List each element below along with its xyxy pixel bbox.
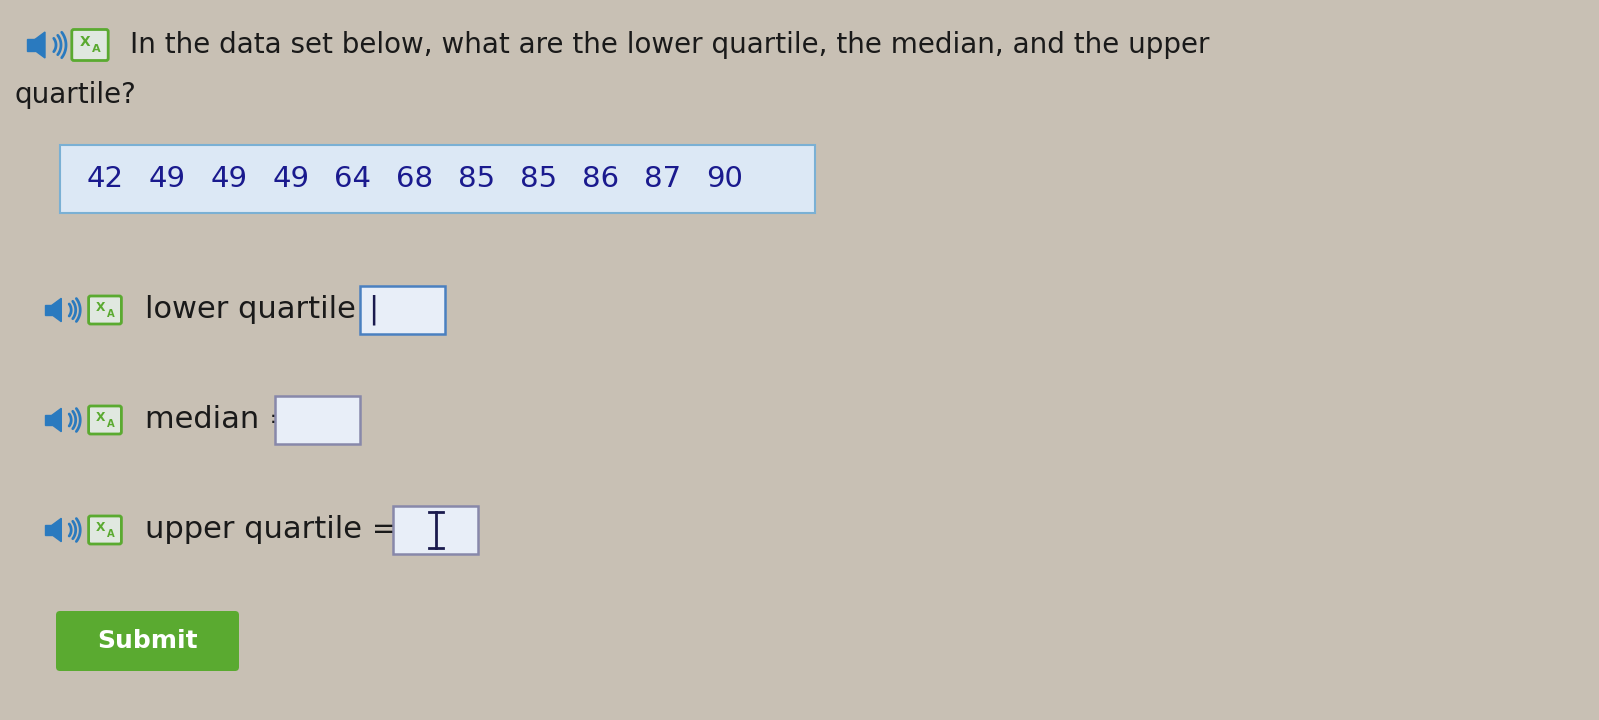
Polygon shape (53, 408, 61, 432)
Text: In the data set below, what are the lower quartile, the median, and the upper: In the data set below, what are the lowe… (130, 31, 1209, 59)
Text: 68: 68 (397, 165, 433, 193)
FancyBboxPatch shape (360, 286, 445, 334)
Text: median =: median = (146, 405, 304, 434)
Text: A: A (107, 419, 115, 429)
Text: A: A (107, 309, 115, 319)
Text: 90: 90 (707, 165, 744, 193)
Text: 87: 87 (644, 165, 681, 193)
Text: |: | (368, 294, 379, 325)
Polygon shape (53, 298, 61, 322)
Text: 85: 85 (520, 165, 558, 193)
Text: A: A (107, 529, 115, 539)
Text: 86: 86 (582, 165, 619, 193)
Polygon shape (45, 525, 53, 535)
Text: quartile?: quartile? (14, 81, 136, 109)
Text: Submit: Submit (98, 629, 198, 653)
Text: 42: 42 (86, 165, 123, 193)
Text: upper quartile =: upper quartile = (146, 516, 408, 544)
Text: 49: 49 (272, 165, 310, 193)
FancyBboxPatch shape (56, 611, 238, 671)
Polygon shape (53, 518, 61, 541)
Polygon shape (27, 40, 35, 50)
Polygon shape (35, 32, 45, 58)
FancyBboxPatch shape (275, 396, 360, 444)
FancyBboxPatch shape (88, 296, 122, 324)
Text: 49: 49 (149, 165, 185, 193)
Text: lower quartile =: lower quartile = (146, 295, 401, 325)
FancyBboxPatch shape (61, 145, 815, 213)
Polygon shape (45, 415, 53, 425)
Text: 49: 49 (211, 165, 248, 193)
Text: A: A (91, 45, 101, 55)
FancyBboxPatch shape (393, 506, 478, 554)
FancyBboxPatch shape (72, 30, 109, 60)
Text: 64: 64 (334, 165, 371, 193)
FancyBboxPatch shape (88, 516, 122, 544)
Text: X: X (96, 411, 106, 424)
Text: X: X (96, 301, 106, 314)
Polygon shape (45, 305, 53, 315)
FancyBboxPatch shape (88, 406, 122, 434)
Text: X: X (80, 35, 90, 49)
Text: X: X (96, 521, 106, 534)
Text: 85: 85 (459, 165, 496, 193)
